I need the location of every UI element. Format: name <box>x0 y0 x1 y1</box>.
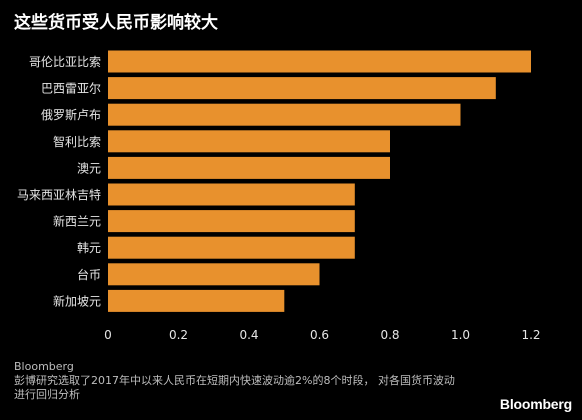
category-label: 俄罗斯卢布 <box>41 107 101 122</box>
bar <box>108 130 390 153</box>
footnote-line-2: 进行回归分析 <box>14 388 80 401</box>
bar <box>108 50 531 73</box>
bar <box>108 263 320 286</box>
x-tick-label: 0.6 <box>310 328 329 342</box>
footnote-line-1: 彭博研究选取了2017年中以来人民币在短期内快速波动逾2%的8个时段， 对各国货… <box>14 374 455 387</box>
category-label: 哥伦比亚比索 <box>29 54 101 69</box>
bar <box>108 236 355 259</box>
bar <box>108 183 355 206</box>
x-tick-label: 0.4 <box>239 328 258 342</box>
category-label: 巴西雷亚尔 <box>41 81 101 96</box>
category-label: 台币 <box>77 267 101 282</box>
x-tick-label: 0 <box>104 328 112 342</box>
category-label: 新西兰元 <box>53 214 101 229</box>
bar <box>108 156 390 179</box>
chart-title: 这些货币受人民币影响较大 <box>14 13 218 33</box>
category-label: 韩元 <box>77 240 101 255</box>
category-label: 智利比索 <box>53 134 101 149</box>
x-tick-label: 0.2 <box>169 328 188 342</box>
category-label: 新加坡元 <box>53 293 101 308</box>
x-tick-label: 0.8 <box>380 328 399 342</box>
x-tick-label: 1.2 <box>521 328 540 342</box>
bloomberg-logo: Bloomberg <box>499 396 572 412</box>
bar <box>108 210 355 233</box>
x-tick-label: 1.0 <box>451 328 470 342</box>
category-label: 马来西亚林吉特 <box>17 187 101 202</box>
source-label: Bloomberg <box>14 360 74 373</box>
bar <box>108 289 285 312</box>
bar <box>108 103 461 126</box>
chart-footer: Bloomberg 彭博研究选取了2017年中以来人民币在短期内快速波动逾2%的… <box>14 360 455 402</box>
bar <box>108 77 496 100</box>
category-label: 澳元 <box>77 161 101 175</box>
